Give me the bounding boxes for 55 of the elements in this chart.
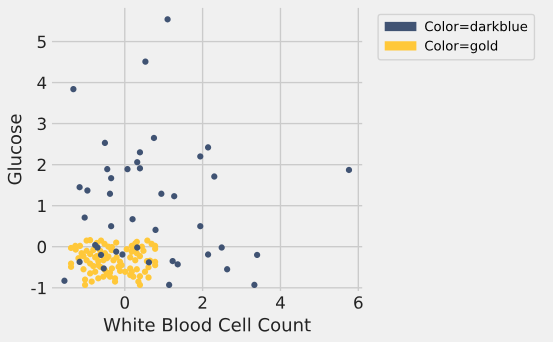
point <box>166 282 172 288</box>
x-tick-label: 6 <box>354 296 363 309</box>
y-tick-label: 3 <box>38 118 46 130</box>
point <box>76 184 83 190</box>
point <box>76 258 83 266</box>
point <box>104 166 110 172</box>
point <box>94 244 101 251</box>
point <box>82 214 88 221</box>
x-tick-label: 0 <box>120 296 129 309</box>
point <box>134 159 140 166</box>
point <box>150 134 158 142</box>
point <box>197 223 204 230</box>
y-tick-label: 0 <box>38 240 46 254</box>
point <box>158 190 164 197</box>
point <box>61 278 68 284</box>
legend-label: Color=darkblue <box>425 21 528 32</box>
point <box>197 153 204 160</box>
point <box>218 244 225 251</box>
point <box>254 252 260 258</box>
point <box>113 248 120 255</box>
point <box>70 86 76 92</box>
point <box>204 144 212 151</box>
point <box>174 261 181 268</box>
point <box>108 223 114 230</box>
x-tick-label: 4 <box>276 296 285 309</box>
point <box>171 193 178 200</box>
point <box>152 226 159 233</box>
legend-label: Color=gold <box>425 40 498 54</box>
y-tick-label: 4 <box>37 76 46 89</box>
y-axis-title: Glucose <box>7 114 22 184</box>
point <box>204 251 212 258</box>
y-tick-label: 1 <box>38 200 46 212</box>
point <box>164 16 171 22</box>
y-tick-label: 5 <box>38 36 46 48</box>
point <box>136 149 144 156</box>
y-tick-label: 2 <box>38 158 46 171</box>
y-tick-label: -1 <box>31 282 46 294</box>
point <box>211 173 218 180</box>
point <box>108 175 114 182</box>
point <box>346 166 352 174</box>
point <box>136 165 144 172</box>
point <box>224 266 230 272</box>
point <box>251 282 258 288</box>
x-tick-label: 2 <box>198 296 206 309</box>
point <box>106 190 114 197</box>
point <box>102 140 108 146</box>
point <box>98 252 104 258</box>
x-axis-title: White Blood Cell Count <box>104 318 311 332</box>
point <box>170 258 176 264</box>
point <box>119 251 126 258</box>
point <box>142 58 149 65</box>
point <box>84 187 91 194</box>
point <box>134 244 140 251</box>
point <box>129 216 136 222</box>
point <box>124 166 131 172</box>
